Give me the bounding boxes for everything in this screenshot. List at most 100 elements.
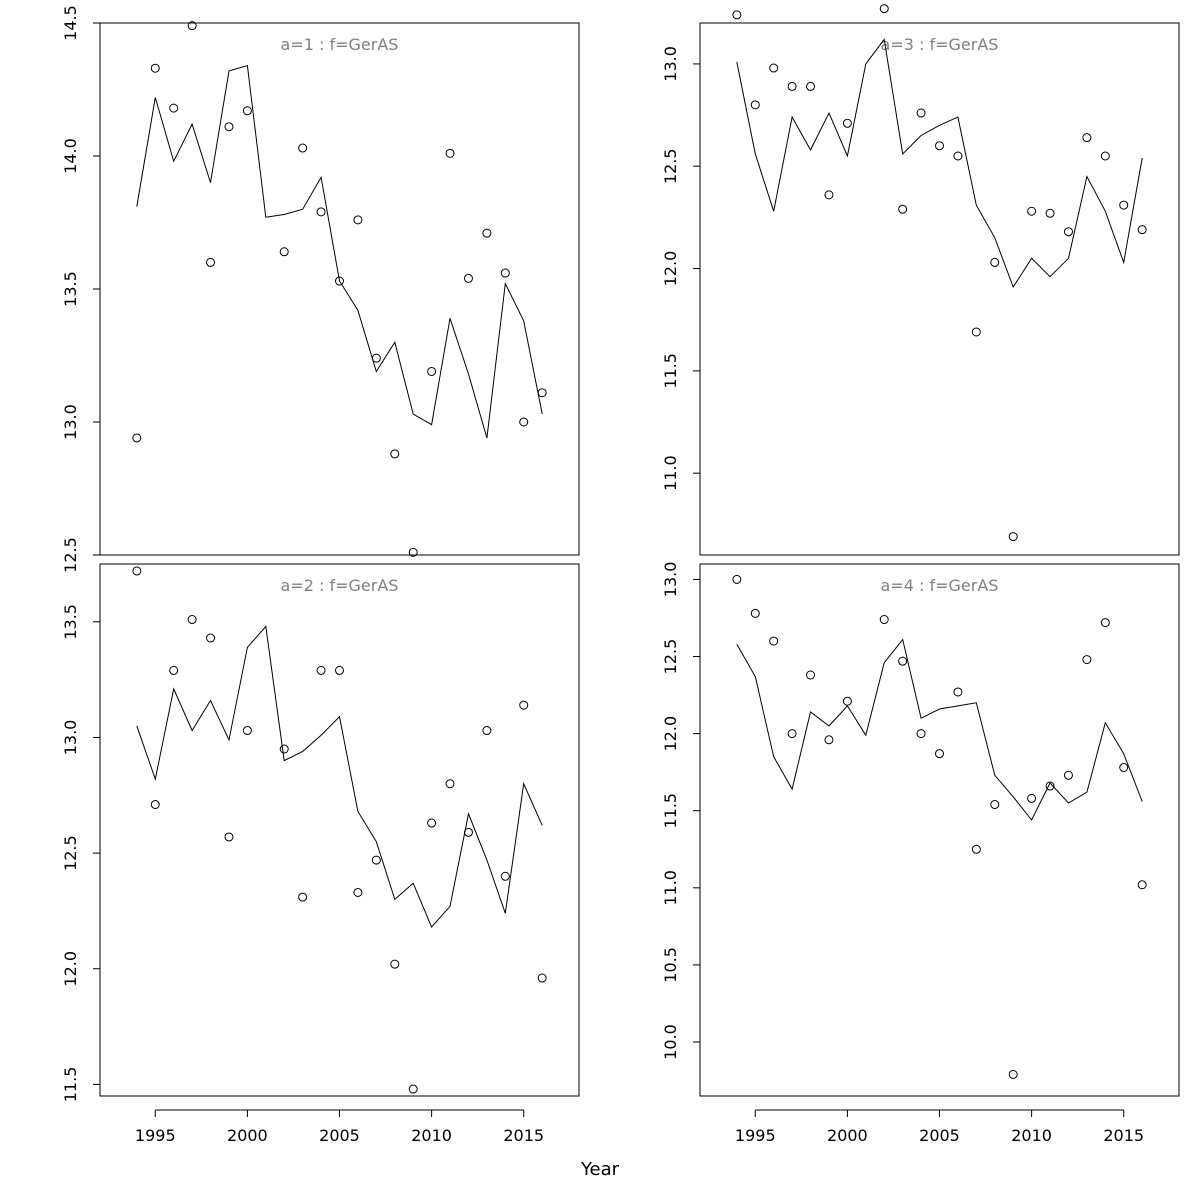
observed-point [971, 327, 981, 337]
observed-point [242, 106, 252, 116]
observed-point [879, 615, 889, 625]
y-tick-label: 13.5 [61, 271, 80, 307]
panel-4: a=4 : f=GerAS 10.0 10.5 11.0 11.5 12.0 12.5 13.… [661, 562, 1180, 1145]
x-tick-label: 2005 [319, 1126, 360, 1145]
observed-point [279, 744, 289, 754]
observed-point [224, 122, 234, 132]
panel-title: a=1 : f=GerAS [281, 35, 399, 54]
y-tick-label: 12.0 [61, 951, 80, 987]
observed-point [519, 417, 529, 427]
observed-point [390, 959, 400, 969]
observed-point [482, 228, 492, 238]
observed-point [316, 207, 326, 217]
observed-point [824, 735, 834, 745]
y-tick-label: 11.5 [661, 353, 680, 389]
observed-point [1045, 208, 1055, 218]
observed-point [1027, 793, 1037, 803]
observed-point [132, 433, 142, 443]
observed-point [427, 366, 437, 376]
y-tick-label: 12.5 [61, 835, 80, 871]
panel-title: a=4 : f=GerAS [881, 576, 999, 595]
observed-point [371, 353, 381, 363]
observed-point [408, 547, 418, 557]
fitted-line [136, 625, 543, 929]
observed-point [916, 108, 926, 118]
observed-point [445, 779, 455, 789]
panel-3: a=2 : f=GerAS 11.5 12.0 12.5 13.0 13.5 1995 200… [61, 563, 580, 1145]
observed-point [187, 21, 197, 31]
observed-point [242, 726, 252, 736]
observed-point [132, 566, 142, 576]
observed-point [769, 636, 779, 646]
observed-point [879, 4, 889, 14]
y-tick-label: 14.0 [61, 138, 80, 174]
observed-point [916, 729, 926, 739]
y-tick-label: 12.0 [661, 716, 680, 752]
observed-point [316, 665, 326, 675]
observed-point [1082, 133, 1092, 143]
observed-point [427, 818, 437, 828]
observed-point [519, 700, 529, 710]
observed-point [150, 63, 160, 73]
x-tick-label: 2000 [827, 1126, 868, 1145]
y-tick-label: 11.5 [61, 1067, 80, 1103]
plot-frame [699, 563, 1180, 1097]
observed-point [1063, 227, 1073, 237]
fitted-line [736, 638, 1143, 821]
y-tick-label: 13.0 [661, 46, 680, 82]
y-tick-label: 10.5 [661, 947, 680, 983]
plot-frame [99, 563, 580, 1097]
panel-title: a=2 : f=GerAS [281, 576, 399, 595]
observed-point [206, 257, 216, 267]
observed-point [353, 215, 363, 225]
x-tick-label: 2000 [227, 1126, 268, 1145]
observed-point [990, 800, 1000, 810]
observed-point [1045, 781, 1055, 791]
fitted-line [136, 64, 543, 439]
observed-point [1063, 770, 1073, 780]
y-tick-label: 12.5 [661, 639, 680, 675]
observed-point [1100, 151, 1110, 161]
fitted-line [736, 38, 1143, 289]
panel-1: a=1 : f=GerAS 12.5 13.0 13.5 14.0 14.5 [61, 5, 580, 573]
panel-2: a=3 : f=GerAS 11.0 11.5 12.0 12.5 13.0 [661, 4, 1180, 556]
observed-point [1008, 532, 1018, 542]
observed-point [335, 276, 344, 286]
observed-point [1137, 225, 1147, 235]
observed-point [769, 63, 779, 73]
y-tick-label: 12.5 [661, 148, 680, 184]
observed-point [169, 103, 179, 113]
observed-point [787, 81, 797, 91]
y-tick-label: 14.5 [61, 5, 80, 41]
observed-point [898, 204, 908, 214]
panel-title: a=3 : f=GerAS [881, 35, 999, 54]
observed-point [335, 665, 344, 675]
y-tick-label: 12.0 [661, 251, 680, 287]
observed-point [806, 670, 816, 680]
observed-point [953, 151, 963, 161]
observed-point [971, 844, 981, 854]
observed-point [842, 118, 852, 128]
observed-point [537, 388, 547, 398]
observed-point [898, 656, 908, 666]
observed-point [445, 148, 455, 158]
observed-point [169, 665, 179, 675]
observed-point [408, 1084, 418, 1094]
x-tick-label: 2010 [411, 1126, 452, 1145]
observed-point [953, 687, 963, 697]
observed-point [806, 81, 816, 91]
x-tick-label: 1995 [135, 1126, 176, 1145]
observed-point [750, 608, 760, 618]
x-tick-label: 2010 [1011, 1126, 1052, 1145]
observed-point [279, 247, 289, 257]
observed-point [298, 143, 308, 153]
plot-frame [99, 22, 580, 556]
observed-point [463, 827, 473, 837]
observed-point [150, 800, 160, 810]
y-tick-label: 12.5 [61, 537, 80, 573]
observed-point [390, 449, 400, 459]
observed-point [463, 273, 473, 283]
x-tick-label: 2015 [503, 1126, 544, 1145]
observed-point [750, 100, 760, 110]
observed-point [1119, 763, 1129, 773]
